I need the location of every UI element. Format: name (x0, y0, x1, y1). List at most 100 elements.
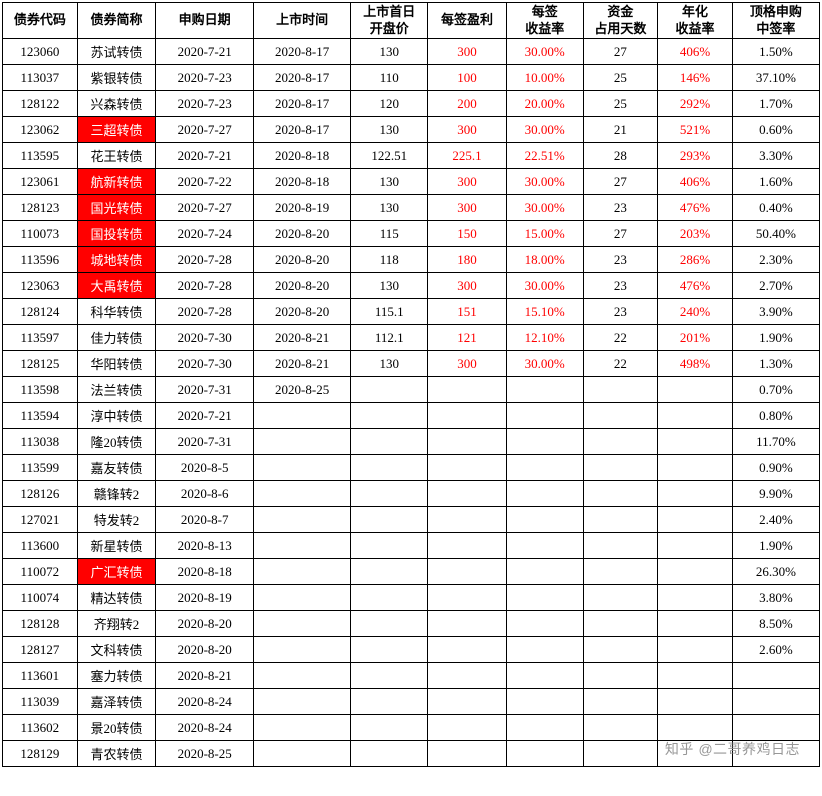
cell-name: 苏试转债 (77, 39, 156, 65)
cell-hit: 2.70% (732, 273, 819, 299)
cell-name: 齐翔转2 (77, 611, 156, 637)
cell-days: 28 (583, 143, 658, 169)
cell-hit: 0.90% (732, 455, 819, 481)
cell-hit: 26.30% (732, 559, 819, 585)
cell-days (583, 611, 658, 637)
cell-hit: 3.90% (732, 299, 819, 325)
cell-sub_date: 2020-7-23 (156, 65, 253, 91)
cell-list_date: 2020-8-17 (253, 117, 350, 143)
cell-sub_date: 2020-8-25 (156, 741, 253, 767)
cell-sub_date: 2020-8-24 (156, 689, 253, 715)
table-row: 113595花王转债2020-7-212020-8-18122.51225.12… (3, 143, 820, 169)
cell-code: 113598 (3, 377, 78, 403)
table-row: 123062三超转债2020-7-272020-8-1713030030.00%… (3, 117, 820, 143)
cell-yield (506, 403, 583, 429)
cell-code: 110073 (3, 221, 78, 247)
cell-hit: 50.40% (732, 221, 819, 247)
cell-days: 27 (583, 39, 658, 65)
cell-annual (658, 403, 733, 429)
cell-list_date: 2020-8-20 (253, 273, 350, 299)
cell-sub_date: 2020-7-23 (156, 91, 253, 117)
cell-profit: 100 (428, 65, 507, 91)
cell-annual (658, 637, 733, 663)
header-listdate: 上市时间 (253, 3, 350, 39)
table-body: 123060苏试转债2020-7-212020-8-1713030030.00%… (3, 39, 820, 767)
table-row: 110073国投转债2020-7-242020-8-2011515015.00%… (3, 221, 820, 247)
cell-annual (658, 507, 733, 533)
cell-profit (428, 481, 507, 507)
cell-annual (658, 689, 733, 715)
cell-days (583, 507, 658, 533)
cell-sub_date: 2020-8-20 (156, 637, 253, 663)
cell-sub_date: 2020-7-30 (156, 325, 253, 351)
cell-profit: 225.1 (428, 143, 507, 169)
cell-open_price: 130 (351, 169, 428, 195)
cell-sub_date: 2020-8-18 (156, 559, 253, 585)
cell-days (583, 715, 658, 741)
cell-days (583, 637, 658, 663)
cell-code: 127021 (3, 507, 78, 533)
cell-profit: 180 (428, 247, 507, 273)
cell-annual: 498% (658, 351, 733, 377)
cell-sub_date: 2020-8-21 (156, 663, 253, 689)
cell-annual: 476% (658, 273, 733, 299)
bond-table: 债券代码 债券简称 申购日期 上市时间 上市首日开盘价 每签盈利 每签收益率 资… (2, 2, 820, 767)
table-row: 110072广汇转债2020-8-1826.30% (3, 559, 820, 585)
cell-hit: 1.60% (732, 169, 819, 195)
cell-days: 23 (583, 273, 658, 299)
cell-hit: 0.40% (732, 195, 819, 221)
cell-code: 113039 (3, 689, 78, 715)
cell-code: 113597 (3, 325, 78, 351)
cell-hit: 3.80% (732, 585, 819, 611)
cell-profit (428, 455, 507, 481)
cell-hit: 37.10% (732, 65, 819, 91)
cell-sub_date: 2020-7-31 (156, 377, 253, 403)
cell-profit: 150 (428, 221, 507, 247)
cell-profit (428, 533, 507, 559)
cell-open_price: 118 (351, 247, 428, 273)
cell-annual (658, 585, 733, 611)
cell-sub_date: 2020-7-27 (156, 195, 253, 221)
cell-yield (506, 455, 583, 481)
cell-annual (658, 533, 733, 559)
table-row: 128129青农转债2020-8-25 (3, 741, 820, 767)
cell-hit: 3.30% (732, 143, 819, 169)
cell-sub_date: 2020-7-24 (156, 221, 253, 247)
cell-open_price (351, 663, 428, 689)
cell-code: 128128 (3, 611, 78, 637)
cell-hit: 2.30% (732, 247, 819, 273)
cell-open_price: 130 (351, 117, 428, 143)
cell-name: 景20转债 (77, 715, 156, 741)
cell-yield: 15.00% (506, 221, 583, 247)
cell-yield (506, 663, 583, 689)
cell-list_date (253, 533, 350, 559)
cell-list_date: 2020-8-18 (253, 169, 350, 195)
cell-open_price: 130 (351, 351, 428, 377)
cell-open_price: 115.1 (351, 299, 428, 325)
cell-yield: 30.00% (506, 351, 583, 377)
cell-days: 25 (583, 91, 658, 117)
cell-sub_date: 2020-8-13 (156, 533, 253, 559)
cell-name: 法兰转债 (77, 377, 156, 403)
table-row: 123061航新转债2020-7-222020-8-1813030030.00%… (3, 169, 820, 195)
cell-profit (428, 663, 507, 689)
cell-sub_date: 2020-7-21 (156, 403, 253, 429)
cell-annual: 203% (658, 221, 733, 247)
table-row: 128127文科转债2020-8-202.60% (3, 637, 820, 663)
cell-open_price (351, 741, 428, 767)
cell-list_date: 2020-8-21 (253, 325, 350, 351)
cell-annual: 286% (658, 247, 733, 273)
cell-open_price: 110 (351, 65, 428, 91)
cell-list_date: 2020-8-18 (253, 143, 350, 169)
cell-yield: 30.00% (506, 117, 583, 143)
cell-open_price (351, 455, 428, 481)
cell-profit (428, 377, 507, 403)
cell-code: 128127 (3, 637, 78, 663)
cell-code: 110074 (3, 585, 78, 611)
cell-open_price: 115 (351, 221, 428, 247)
cell-profit (428, 403, 507, 429)
cell-days: 27 (583, 221, 658, 247)
cell-list_date (253, 611, 350, 637)
cell-code: 123060 (3, 39, 78, 65)
cell-list_date: 2020-8-21 (253, 351, 350, 377)
